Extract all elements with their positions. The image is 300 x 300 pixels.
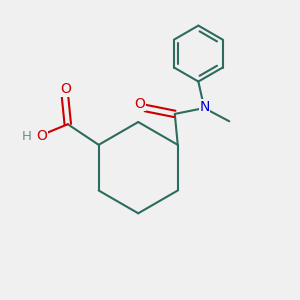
- Text: O: O: [135, 97, 146, 111]
- Text: O: O: [36, 129, 47, 143]
- Text: O: O: [60, 82, 71, 97]
- Text: N: N: [200, 100, 210, 114]
- Text: H: H: [22, 130, 32, 142]
